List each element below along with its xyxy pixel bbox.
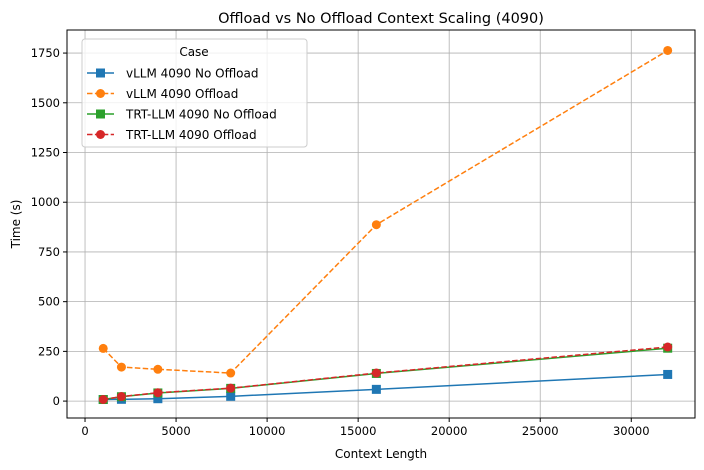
legend-item: TRT-LLM 4090 No Offload (87, 108, 277, 122)
legend-label: vLLM 4090 Offload (126, 87, 238, 101)
data-point (663, 342, 673, 352)
legend-label: TRT-LLM 4090 No Offload (125, 108, 277, 122)
legend-title: Case (179, 45, 208, 59)
y-tick-label: 1250 (31, 146, 60, 160)
y-tick-label: 250 (38, 344, 60, 358)
series-line (102, 49, 669, 374)
data-point (371, 384, 381, 394)
series-line (103, 373, 668, 401)
data-point (663, 369, 673, 379)
legend-item: TRT-LLM 4090 Offload (87, 128, 257, 142)
x-tick-label: 0 (81, 424, 88, 438)
data-point (98, 395, 108, 405)
series-layer (98, 45, 673, 405)
data-point (98, 343, 108, 353)
data-point (116, 362, 126, 372)
y-tick-label: 1500 (31, 96, 60, 110)
series-0 (98, 369, 673, 405)
x-tick-label: 15000 (340, 424, 377, 438)
data-point (226, 383, 236, 393)
series-2 (98, 343, 673, 405)
data-point (226, 368, 236, 378)
data-point (226, 391, 236, 401)
series-line (103, 346, 668, 401)
legend-item: vLLM 4090 No Offload (87, 67, 259, 81)
y-tick-label: 1000 (31, 195, 60, 209)
y-tick-label: 0 (53, 394, 60, 408)
x-tick-label: 25000 (522, 424, 559, 438)
x-tick-label: 10000 (249, 424, 286, 438)
legend-marker (96, 68, 105, 78)
legend-marker (96, 109, 105, 119)
data-point (116, 392, 126, 402)
data-point (153, 388, 163, 398)
plot-frame (66, 29, 696, 419)
x-axis-label: Context Length (335, 447, 427, 461)
y-tick-label: 1750 (31, 46, 60, 60)
data-point (153, 364, 163, 374)
x-tick-label: 5000 (161, 424, 190, 438)
chart-title: Offload vs No Offload Context Scaling (4… (218, 11, 544, 27)
ticks: 0 5000 10000 15000 20000 25000 30000 0 250 500 750… (31, 46, 650, 438)
y-axis-label: Time (s) (9, 200, 23, 250)
data-point (663, 45, 673, 55)
data-point (371, 368, 381, 378)
y-tick-label: 500 (38, 295, 60, 309)
legend-item: vLLM 4090 Offload (87, 87, 238, 101)
legend-label: TRT-LLM 4090 Offload (125, 128, 257, 142)
x-tick-label: 20000 (431, 424, 468, 438)
data-point (371, 220, 381, 230)
series-line (103, 347, 668, 401)
legend-marker (96, 89, 105, 98)
legend-label: vLLM 4090 No Offload (126, 67, 259, 81)
grid (67, 30, 695, 418)
legend: Case vLLM 4090 No Offload vLLM 4090 Offloa… (81, 38, 308, 148)
series-1 (98, 45, 673, 378)
legend-box (81, 38, 308, 148)
data-point (153, 394, 163, 404)
legend-marker (96, 130, 105, 139)
y-tick-label: 750 (38, 245, 60, 259)
series-3 (98, 342, 673, 405)
x-tick-label: 30000 (613, 424, 650, 438)
